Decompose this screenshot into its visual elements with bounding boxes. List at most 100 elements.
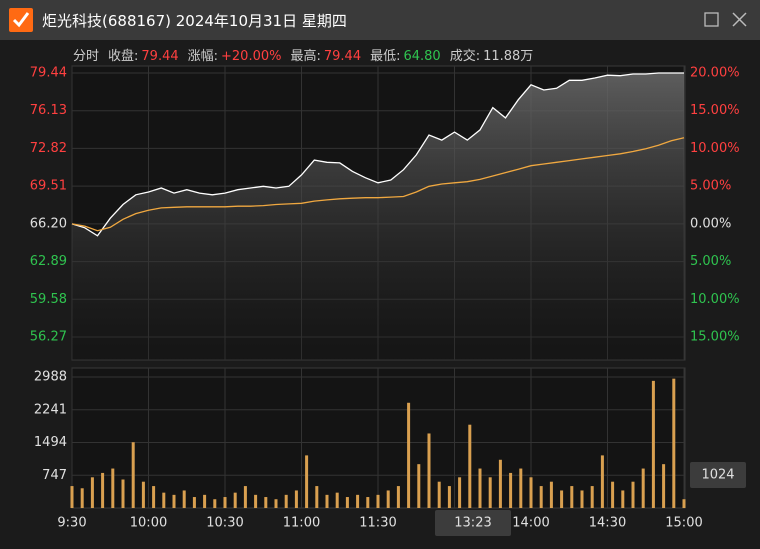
volume-bar: [80, 488, 84, 508]
volume-bar: [549, 481, 553, 508]
summary-value: 79.44: [141, 49, 179, 64]
x-tick-label: 10:30: [206, 516, 243, 531]
close-button[interactable]: [732, 12, 747, 27]
volume-bar: [264, 497, 268, 508]
volume-bar: [376, 494, 380, 508]
volume-bar: [529, 477, 533, 508]
volume-bar: [672, 378, 676, 508]
title-icons: [9, 8, 747, 32]
volume-bar: [631, 481, 635, 508]
price-line: [71, 72, 684, 237]
volume-bar: [366, 497, 370, 508]
volume-bar: [407, 402, 411, 508]
volume-bar: [213, 499, 217, 508]
y-tick-label: 2988: [34, 370, 67, 385]
y2-tick-label: 15.00%: [690, 103, 740, 118]
volume-bar: [90, 477, 94, 508]
volume-bar: [315, 486, 319, 508]
volume-bar: [192, 497, 196, 508]
summary-value: 11.88万: [483, 49, 534, 64]
volume-bar: [141, 481, 145, 508]
volume-bar: [427, 433, 431, 508]
volume-bar: [458, 477, 462, 508]
volume-bar: [498, 459, 502, 508]
volume-bar: [447, 486, 451, 508]
volume-bar: [335, 492, 339, 508]
x-tick-label: 11:30: [359, 516, 396, 531]
summary-value: 79.44: [323, 49, 362, 64]
cursor-value-box: [690, 462, 746, 488]
window-title: 炬光科技(688167) 2024年10月31日 星期四: [42, 12, 347, 30]
volume-bar: [560, 490, 564, 508]
y2-tick-label: 10.00%: [690, 141, 740, 156]
summary-line: 分时 收盘: 79.44 涨幅: +20.00% 最高: 79.44 最低: 64.80 成交: 1…: [73, 45, 536, 64]
y2-tick-label: 0.00%: [690, 216, 731, 231]
summary-label: 成交:: [449, 49, 481, 64]
cursor-time-label: 13:23: [454, 516, 491, 531]
volume-bar: [509, 472, 513, 508]
volume-bar: [284, 494, 288, 508]
summary-label: 最高:: [290, 49, 321, 64]
cursor-time-box: [435, 510, 511, 536]
volume-bar: [101, 472, 105, 508]
y-tick-label: 66.20: [30, 216, 67, 231]
volume-bar: [274, 499, 278, 508]
summary-label: 收盘:: [108, 49, 139, 64]
volume-bar: [345, 497, 349, 508]
volume-bar: [611, 481, 615, 508]
x-tick-label: 10:00: [130, 516, 167, 531]
volume-bar: [203, 494, 207, 508]
x-tick-label: 11:00: [283, 516, 320, 531]
volume-bar: [243, 486, 247, 508]
volume-bar: [621, 490, 625, 508]
volume-bar: [305, 455, 309, 508]
volume-bar: [356, 494, 360, 508]
y-tick-label: 56.27: [30, 330, 67, 345]
volume-bar: [600, 455, 604, 508]
mode-label: 分时: [73, 49, 100, 64]
summary-value: +20.00%: [221, 49, 282, 64]
volume-bar: [590, 486, 594, 508]
volume-bar: [386, 490, 390, 508]
volume-bar: [131, 442, 135, 508]
y2-tick-label: 5.00%: [690, 254, 731, 269]
y-tick-label: 79.44: [30, 66, 67, 81]
volume-bar: [488, 477, 492, 508]
volume-bar: [223, 497, 227, 508]
y-tick-label: 59.58: [30, 292, 67, 307]
x-tick-label: 14:00: [512, 516, 549, 531]
volume-bar: [162, 492, 166, 508]
volume-bar: [539, 486, 543, 508]
volume-bar: [70, 486, 74, 508]
volume-bar: [468, 424, 472, 508]
y-tick-label: 69.51: [30, 179, 67, 194]
y-tick-label: 1494: [34, 435, 67, 450]
volume-bar: [478, 468, 482, 508]
summary-label: 涨幅:: [187, 49, 219, 64]
volume-bar: [651, 380, 655, 508]
y2-tick-label: 20.00%: [690, 66, 740, 81]
volume-bar: [111, 468, 115, 508]
title-bar: 炬光科技(688167) 2024年10月31日 星期四: [0, 0, 760, 40]
volume-bar: [172, 494, 176, 508]
volume-bar: [396, 486, 400, 508]
volume-bar: [121, 479, 125, 508]
volume-bar: [641, 468, 645, 508]
volume-bar: [152, 486, 156, 508]
y-tick-label: 72.82: [30, 141, 67, 156]
volume-bar: [580, 490, 584, 508]
y-tick-label: 2241: [34, 402, 67, 417]
volume-bar: [182, 490, 186, 508]
x-tick-label: 9:30: [57, 516, 86, 531]
y-tick-label: 76.13: [30, 103, 67, 118]
maximize-button[interactable]: [704, 12, 719, 27]
y-tick-label: 747: [42, 468, 67, 483]
average-line: [71, 137, 685, 232]
summary-label: 最低:: [370, 49, 401, 64]
y2-tick-label: 15.00%: [690, 330, 740, 345]
volume-bar: [325, 494, 329, 508]
volume-bar: [254, 494, 258, 508]
price-area: [72, 73, 684, 360]
volume-bar: [294, 490, 298, 508]
